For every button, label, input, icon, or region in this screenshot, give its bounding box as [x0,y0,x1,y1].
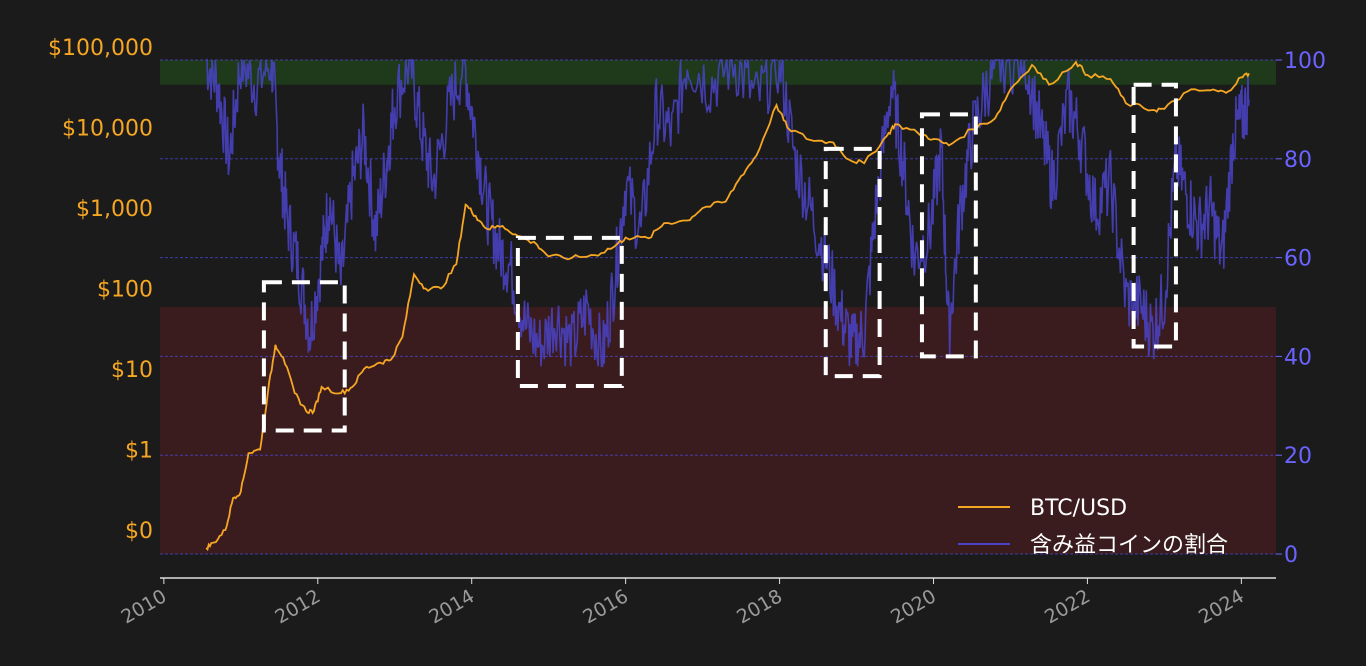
y-left-tick-label: $10,000 [62,117,153,142]
legend-label-2: 含み益コインの割合 [1030,533,1228,558]
y-right-tick-label-80: 80 [1284,148,1312,173]
highlight-boxes [261,82,1178,433]
legend: BTC/USD 含み益コインの割合 [958,496,1228,558]
y-right-tick-label-40: 40 [1284,345,1312,370]
y-left-tick-label: $0 [125,519,153,544]
y-left-tick-label: $1,000 [76,197,153,222]
profit-series [205,58,1250,368]
y-right-tick-label-60: 60 [1284,247,1312,272]
highlight-box-3 [823,146,882,379]
y-right-tick-label-100: 100 [1284,49,1326,74]
series-btc-usd-line [205,60,1250,552]
legend-label-1: BTC/USD [1030,496,1127,521]
highlight-box-5 [1131,82,1178,349]
y-right-tick-label-20: 20 [1284,444,1312,469]
series-profit-line [205,58,1250,368]
price-series [205,60,1250,552]
highlight-box-1 [261,280,347,433]
y-left-tick-label: $100,000 [48,36,153,61]
y-left-tick-label: $1 [125,439,153,464]
highlight-box-4 [919,112,978,359]
y-right-tick-label-0: 0 [1284,543,1298,568]
y-left-tick-label: $100 [97,278,153,303]
highlight-box-2 [515,235,624,389]
y-left-tick-label: $10 [111,358,153,383]
